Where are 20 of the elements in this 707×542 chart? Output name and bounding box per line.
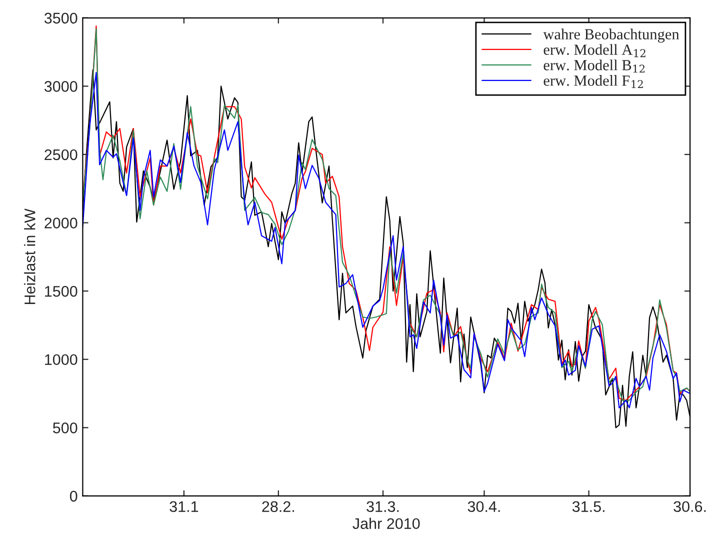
y-tick-label: 3000: [44, 81, 78, 92]
legend-label: wahre Beobachtungen: [543, 28, 680, 43]
y-tick-label: 0: [70, 490, 78, 502]
y-axis-title: Heizlast in kW: [24, 208, 36, 304]
y-tick-label: 2000: [44, 218, 78, 228]
y-tick-label: 2500: [44, 149, 78, 160]
x-tick-label: 30.6.: [674, 501, 706, 512]
y-tick-label: 3500: [44, 12, 78, 24]
x-tick-label: 31.3.: [366, 501, 399, 512]
x-tick-label: 28.2.: [262, 501, 294, 512]
y-tick-label: 500: [52, 422, 78, 434]
x-tick-label: 31.1: [170, 501, 198, 512]
x-tick-label: 30.4.: [468, 501, 500, 512]
y-tick-label: 1500: [45, 286, 78, 297]
y-tick-label: 1000: [45, 354, 78, 366]
legend-label: erw. Modell A$_{12}$: [544, 44, 646, 58]
x-tick-label: 31.5.: [572, 501, 604, 512]
legend-label: erw. Modell F$_{12}$: [544, 75, 643, 88]
legend-label: erw. Modell B$_{12}$: [544, 60, 645, 73]
x-axis-title: Jahr 2010: [352, 518, 420, 530]
